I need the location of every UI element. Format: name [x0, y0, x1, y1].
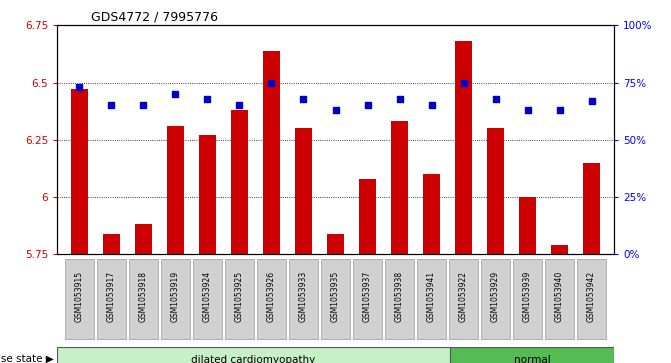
Point — [170, 91, 180, 97]
Bar — [385, 258, 414, 339]
Point — [234, 102, 245, 108]
Text: GSM1053941: GSM1053941 — [427, 271, 436, 322]
Text: GSM1053942: GSM1053942 — [587, 271, 596, 322]
Point — [394, 96, 405, 102]
Bar — [481, 258, 510, 339]
Text: normal: normal — [514, 355, 550, 363]
Text: GDS4772 / 7995776: GDS4772 / 7995776 — [91, 11, 217, 24]
Bar — [97, 258, 126, 339]
Bar — [327, 233, 344, 254]
Bar — [289, 258, 318, 339]
Point — [266, 79, 277, 85]
Text: GSM1053926: GSM1053926 — [267, 271, 276, 322]
Point — [522, 107, 533, 113]
Bar — [161, 258, 190, 339]
Text: GSM1053915: GSM1053915 — [75, 271, 84, 322]
Bar — [551, 245, 568, 254]
Text: GSM1053925: GSM1053925 — [235, 271, 244, 322]
Bar — [513, 258, 542, 339]
Text: GSM1053919: GSM1053919 — [171, 271, 180, 322]
Text: dilated cardiomyopathy: dilated cardiomyopathy — [191, 355, 316, 363]
Point — [202, 96, 213, 102]
Text: GSM1053929: GSM1053929 — [491, 271, 500, 322]
Bar — [391, 122, 409, 254]
Bar — [423, 174, 440, 254]
Bar — [199, 135, 216, 254]
Bar — [129, 258, 158, 339]
Point — [362, 102, 373, 108]
Text: GSM1053933: GSM1053933 — [299, 271, 308, 322]
Bar — [65, 258, 94, 339]
Point — [298, 96, 309, 102]
Bar — [545, 258, 574, 339]
Text: GSM1053938: GSM1053938 — [395, 271, 404, 322]
Bar — [417, 258, 446, 339]
Point — [74, 84, 85, 90]
Bar — [103, 233, 120, 254]
Bar — [135, 224, 152, 254]
Bar — [166, 126, 185, 254]
Bar — [57, 347, 450, 363]
Point — [491, 96, 501, 102]
Bar — [582, 163, 601, 254]
Bar — [449, 258, 478, 339]
Point — [458, 79, 469, 85]
Point — [554, 107, 565, 113]
Point — [138, 102, 149, 108]
Bar — [455, 41, 472, 254]
Bar — [295, 128, 312, 254]
Point — [426, 102, 437, 108]
Text: GSM1053917: GSM1053917 — [107, 271, 116, 322]
Point — [586, 98, 597, 104]
Bar — [577, 258, 606, 339]
Text: GSM1053939: GSM1053939 — [523, 271, 532, 322]
Bar — [70, 89, 89, 254]
Bar — [257, 258, 286, 339]
Bar — [193, 258, 222, 339]
Text: GSM1053924: GSM1053924 — [203, 271, 212, 322]
Point — [330, 107, 341, 113]
Bar — [321, 258, 350, 339]
Text: GSM1053918: GSM1053918 — [139, 271, 148, 322]
Text: GSM1053922: GSM1053922 — [459, 271, 468, 322]
Bar — [450, 347, 614, 363]
Bar — [486, 128, 505, 254]
Bar — [353, 258, 382, 339]
Text: GSM1053940: GSM1053940 — [555, 271, 564, 322]
Bar — [231, 110, 248, 254]
Text: GSM1053935: GSM1053935 — [331, 271, 340, 322]
Point — [106, 102, 117, 108]
Text: disease state ▶: disease state ▶ — [0, 354, 54, 363]
Bar — [225, 258, 254, 339]
Bar — [519, 197, 536, 254]
Bar — [359, 179, 376, 254]
Bar — [262, 50, 280, 254]
Text: GSM1053937: GSM1053937 — [363, 271, 372, 322]
